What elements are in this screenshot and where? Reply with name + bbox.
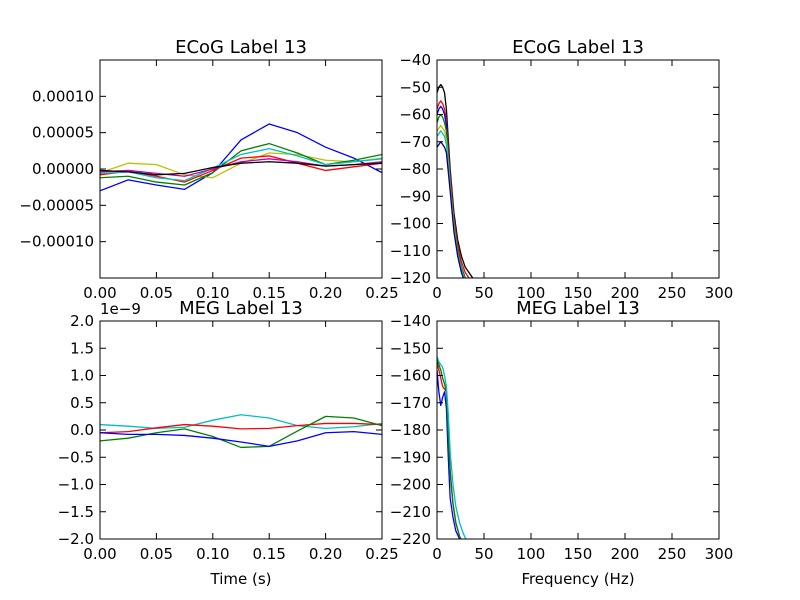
x-tick-label: 250 <box>658 545 687 563</box>
axes-frame <box>436 320 720 540</box>
x-tick-label: 0 <box>432 545 442 563</box>
x-axis-label: Time (s) <box>210 570 272 588</box>
y-tick-label: −0.00010 <box>19 233 94 251</box>
x-tick-label: 50 <box>474 284 493 302</box>
chart-panel-1: 0 50 100 150 200 250 300 −120 −110 −100 −90 −80 −70 −… <box>390 37 734 302</box>
y-offset-text: 1e−9 <box>100 300 141 318</box>
x-tick-label: 0 <box>432 284 442 302</box>
y-tick-label: −220 <box>390 530 431 548</box>
x-tick-label: 0.15 <box>252 284 285 302</box>
y-tick-label: 1.5 <box>70 339 94 357</box>
y-tick-label: −60 <box>399 106 431 124</box>
y-tick-label: 0.00005 <box>32 124 94 142</box>
x-tick-label: 200 <box>611 284 640 302</box>
series-line-2 <box>437 358 462 539</box>
axes-frame <box>436 59 720 279</box>
series-line-6 <box>100 161 382 176</box>
chart-title: MEG Label 13 <box>179 298 303 319</box>
x-tick-label: 250 <box>658 284 687 302</box>
x-tick-label: 0.20 <box>309 545 342 563</box>
y-tick-label: −40 <box>399 51 431 69</box>
x-tick-label: 300 <box>705 545 734 563</box>
y-tick-label: −50 <box>399 78 431 96</box>
series-group <box>100 123 382 192</box>
y-tick-label: −100 <box>390 215 431 233</box>
y-tick-label: −0.00005 <box>19 196 94 214</box>
series-group <box>437 356 467 539</box>
y-tick-label: 1.0 <box>70 367 94 385</box>
x-tick-label: 100 <box>517 284 546 302</box>
x-tick-label: 0.05 <box>140 284 173 302</box>
series-line-5 <box>437 130 465 278</box>
chart-title: MEG Label 13 <box>516 298 640 319</box>
series-line-3 <box>437 356 467 539</box>
series-group <box>100 414 382 449</box>
y-tick-label: −120 <box>390 269 431 287</box>
x-tick-label: 150 <box>564 284 593 302</box>
y-tick-label: −110 <box>390 242 431 260</box>
x-tick-label: 0.20 <box>309 284 342 302</box>
y-tick-label: −210 <box>390 503 431 521</box>
series-group <box>437 83 474 278</box>
series-line-0 <box>437 83 474 278</box>
series-line-3 <box>437 113 466 278</box>
series-line-0 <box>100 123 382 192</box>
series-line-3 <box>100 155 382 183</box>
x-tick-label: 0.10 <box>196 545 229 563</box>
y-tick-label: 2.0 <box>70 312 94 330</box>
y-tick-label: −200 <box>390 476 431 494</box>
y-tick-label: −170 <box>390 394 431 412</box>
y-tick-label: −80 <box>399 160 431 178</box>
x-tick-label: 0.15 <box>252 545 285 563</box>
x-tick-label: 0.25 <box>365 284 398 302</box>
y-tick-label: −180 <box>390 421 431 439</box>
chart-title: ECoG Label 13 <box>175 37 307 58</box>
series-line-1 <box>437 361 462 539</box>
y-tick-label: −2.0 <box>58 530 94 548</box>
x-axis-label: Frequency (Hz) <box>521 570 634 588</box>
chart-panel-0: 0.00 0.05 0.10 0.15 0.20 0.25 −0.00010 −0.00005… <box>19 37 398 302</box>
y-tick-label: 0.00010 <box>32 87 94 105</box>
chart-panel-3: 0 50 100 150 200 250 300 −220 −210 −200 −190 −180 −1… <box>390 298 734 588</box>
series-line-0 <box>100 414 382 430</box>
y-tick-label: −0.5 <box>58 448 94 466</box>
y-tick-label: −90 <box>399 187 431 205</box>
y-tick-label: −140 <box>390 312 431 330</box>
y-tick-label: −150 <box>390 339 431 357</box>
series-line-1 <box>100 422 382 434</box>
x-tick-label: 0.00 <box>83 284 116 302</box>
y-tick-label: −1.5 <box>58 503 94 521</box>
x-tick-label: 150 <box>564 545 593 563</box>
x-tick-label: 0.05 <box>140 545 173 563</box>
x-tick-label: 0.10 <box>196 284 229 302</box>
y-tick-label: −190 <box>390 448 431 466</box>
y-tick-label: −1.0 <box>58 476 94 494</box>
x-tick-label: 0.25 <box>365 545 398 563</box>
x-tick-label: 50 <box>474 545 493 563</box>
y-tick-label: 0.0 <box>70 421 94 439</box>
series-line-3 <box>100 430 382 448</box>
x-tick-label: 0.00 <box>83 545 116 563</box>
series-line-4 <box>100 147 382 182</box>
chart-title: ECoG Label 13 <box>512 37 644 58</box>
y-tick-label: 0.00000 <box>32 160 94 178</box>
x-tick-label: 300 <box>705 284 734 302</box>
chart-panel-2: 0.00 0.05 0.10 0.15 0.20 0.25 −2.0 −1.5 −1.0 −0.5… <box>58 298 399 588</box>
y-tick-label: −160 <box>390 367 431 385</box>
series-line-4 <box>437 124 465 278</box>
y-tick-label: 0.5 <box>70 394 94 412</box>
y-tick-label: −70 <box>399 133 431 151</box>
series-line-0 <box>437 369 461 539</box>
x-tick-label: 200 <box>611 545 640 563</box>
x-tick-label: 100 <box>517 545 546 563</box>
